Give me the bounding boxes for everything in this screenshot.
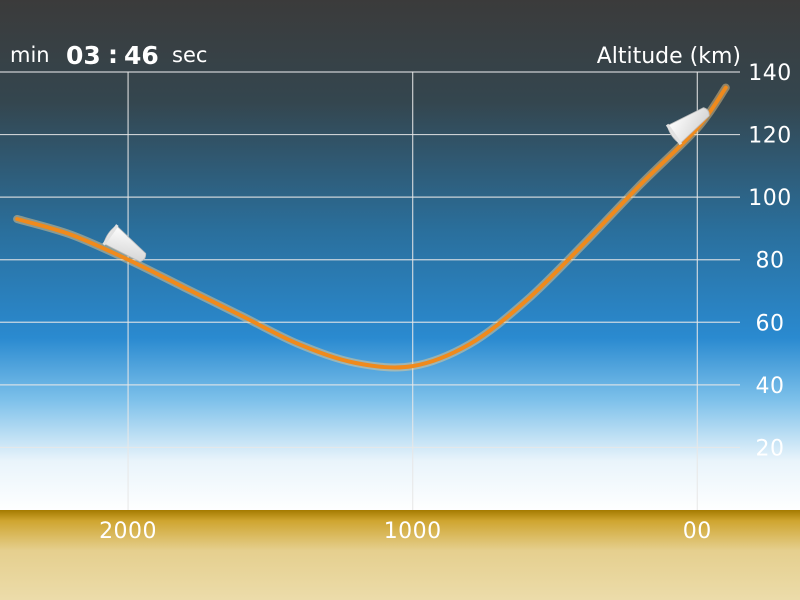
- x-tick-label-0: 00: [683, 519, 712, 544]
- y-tick-label-140: 140: [748, 61, 792, 86]
- capsule-right-icon: [665, 107, 710, 146]
- timer-seconds: 46: [124, 41, 159, 70]
- timer-sec-label: sec: [172, 43, 207, 67]
- grid-lines: [0, 71, 740, 510]
- y-tick-label-20: 20: [756, 436, 785, 461]
- capsule-left-icon: [102, 224, 147, 263]
- y-tick-label-60: 60: [756, 311, 785, 336]
- y-tick-label-100: 100: [748, 186, 792, 211]
- y-axis-ticks: 20 40 60 80 100 120 140: [748, 61, 792, 461]
- y-tick-label-40: 40: [756, 374, 785, 399]
- y-tick-label-120: 120: [748, 124, 792, 149]
- timer-minutes: 03: [66, 41, 101, 70]
- trajectory-line: [15, 85, 728, 370]
- y-axis-title: Altitude (km): [597, 44, 741, 69]
- timer-separator: :: [108, 40, 118, 69]
- timer-min-label: min: [10, 43, 50, 67]
- capsule-markers: [102, 107, 710, 263]
- y-tick-label-80: 80: [756, 249, 785, 274]
- x-axis-ticks: 2000 1000 00: [99, 519, 712, 544]
- ground-band: [0, 510, 800, 600]
- x-tick-label-2000: 2000: [99, 519, 157, 544]
- x-tick-label-1000: 1000: [384, 519, 442, 544]
